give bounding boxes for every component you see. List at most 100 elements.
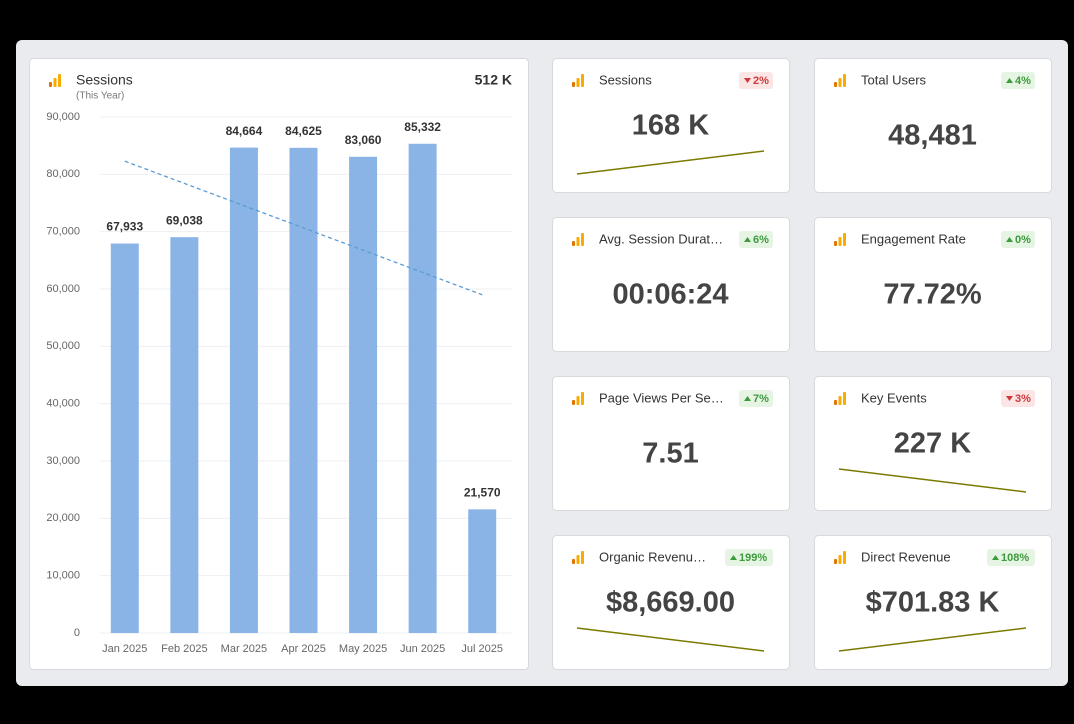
kpi-label: Avg. Session Durat… [599, 231, 723, 246]
kpi-value: $8,669.00 [606, 587, 735, 619]
chart-total: 512 K [475, 72, 512, 88]
value-label: 83,060 [345, 133, 382, 147]
kpi-card [552, 58, 790, 193]
bar [289, 147, 318, 634]
bar [229, 147, 258, 633]
kpi-card [814, 535, 1052, 670]
x-tick-label: Apr 2025 [281, 643, 326, 655]
kpi-value: 7.51 [642, 438, 698, 470]
change-value: 3% [1015, 393, 1031, 405]
kpi-label: Direct Revenue [861, 549, 951, 564]
analytics-icon [576, 555, 580, 564]
analytics-icon [572, 241, 575, 246]
change-badge [725, 549, 773, 566]
kpi-value: $701.83 K [866, 587, 1000, 619]
change-value: 108% [1001, 552, 1029, 564]
y-tick-label: 80,000 [46, 168, 80, 180]
kpi-card [814, 217, 1052, 352]
change-arrow [992, 555, 999, 560]
analytics-icon [838, 396, 842, 405]
y-tick-label: 20,000 [46, 512, 80, 524]
change-arrow [730, 555, 737, 560]
change-badge [1001, 231, 1035, 248]
analytics-icon [572, 559, 575, 564]
kpi-card [814, 58, 1052, 193]
kpi-card [552, 535, 790, 670]
value-label: 84,625 [285, 124, 322, 138]
change-value: 4% [1015, 75, 1031, 87]
y-tick-label: 90,000 [46, 111, 80, 123]
kpi-label: Key Events [861, 390, 927, 405]
change-badge [1001, 390, 1035, 407]
change-badge [987, 549, 1035, 566]
y-tick-label: 70,000 [46, 226, 80, 238]
change-arrow [744, 396, 751, 401]
analytics-icon [834, 241, 837, 246]
kpi-value: 227 K [894, 428, 971, 460]
value-label: 69,038 [166, 213, 203, 227]
analytics-icon [576, 396, 580, 405]
x-tick-label: Jun 2025 [400, 643, 445, 655]
change-value: 0% [1015, 234, 1031, 246]
y-tick-label: 60,000 [46, 283, 80, 295]
change-value: 2% [753, 75, 769, 87]
kpi-label: Organic Revenu… [599, 549, 706, 564]
analytics-icon [572, 400, 575, 405]
analytics-icon [838, 78, 842, 87]
change-value: 6% [753, 234, 769, 246]
analytics-icon [49, 82, 52, 87]
bar [110, 243, 139, 634]
y-tick-label: 40,000 [46, 398, 80, 410]
kpi-value: 00:06:24 [612, 279, 728, 311]
value-label: 85,332 [404, 120, 441, 134]
x-tick-label: Jan 2025 [102, 643, 147, 655]
y-tick-label: 10,000 [46, 570, 80, 582]
kpi-card [552, 376, 790, 511]
chart-title: Sessions [76, 72, 133, 88]
analytics-icon [834, 559, 837, 564]
analytics-icon [843, 392, 846, 405]
change-arrow [744, 237, 751, 242]
bar [408, 143, 437, 634]
sparkline [576, 627, 765, 652]
kpi-label: Engagement Rate [861, 231, 966, 246]
y-tick-label: 50,000 [46, 340, 80, 352]
kpi-value: 48,481 [888, 120, 977, 152]
analytics-icon [576, 237, 580, 246]
chart-card [29, 58, 529, 670]
analytics-icon [838, 237, 842, 246]
change-badge [1001, 72, 1035, 89]
analytics-icon [843, 233, 846, 246]
change-value: 7% [753, 393, 769, 405]
bar [349, 156, 378, 633]
analytics-icon [834, 400, 837, 405]
change-badge [739, 231, 773, 248]
sparkline [576, 150, 765, 175]
y-tick-label: 30,000 [46, 455, 80, 467]
analytics-icon [58, 74, 61, 87]
x-tick-label: May 2025 [339, 643, 387, 655]
change-badge [739, 390, 773, 407]
sparkline [838, 468, 1027, 493]
analytics-icon [581, 551, 584, 564]
analytics-icon [576, 78, 580, 87]
bar [468, 509, 497, 633]
x-tick-label: Feb 2025 [161, 643, 207, 655]
analytics-icon [843, 74, 846, 87]
value-label: 67,933 [106, 220, 143, 234]
kpi-value: 168 K [632, 110, 709, 142]
kpi-value: 77.72% [883, 279, 982, 311]
analytics-icon [572, 82, 575, 87]
value-label: 84,664 [226, 124, 263, 138]
analytics-icon [843, 551, 846, 564]
change-arrow [1006, 78, 1013, 83]
kpi-card [552, 217, 790, 352]
value-label: 21,570 [464, 486, 501, 500]
analytics-icon [834, 82, 837, 87]
kpi-card [814, 376, 1052, 511]
sparkline [838, 627, 1027, 652]
bar [170, 237, 199, 633]
analytics-icon [838, 555, 842, 564]
change-value: 199% [739, 552, 767, 564]
